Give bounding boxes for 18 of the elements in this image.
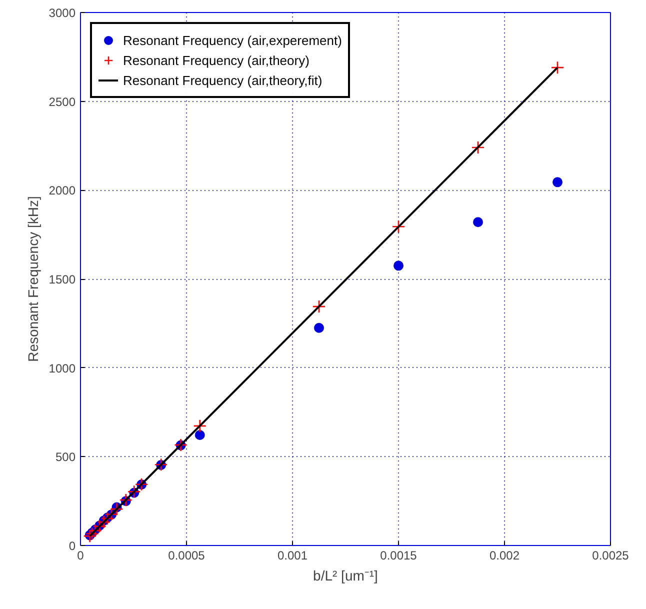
x-tick-label: 0.001 [277, 548, 308, 562]
x-tick-label: 0.002 [489, 548, 520, 562]
legend-label: Resonant Frequency (air,theory,fit) [123, 72, 322, 88]
legend-label: Resonant Frequency (air,experement) [123, 32, 342, 48]
x-axis-title: b/L² [um⁻¹] [313, 568, 378, 584]
x-tick-label: 0.0005 [168, 548, 206, 562]
y-tick-label: 500 [55, 450, 76, 464]
y-axis-title: Resonant Frequency [kHz] [24, 196, 41, 362]
x-tick-label: 0.0015 [380, 548, 418, 562]
x-tick-label: 0.0025 [592, 548, 630, 562]
y-tick-label: 3000 [48, 6, 76, 20]
y-tick-label: 0 [68, 539, 76, 553]
y-tick-label: 2000 [48, 184, 76, 198]
y-tick-label: 1500 [48, 272, 76, 286]
legend-label: Resonant Frequency (air,theory) [123, 52, 310, 68]
x-tick-label: 0 [77, 548, 84, 562]
y-tick-label: 2500 [48, 94, 76, 109]
y-tick-label: 1000 [48, 361, 76, 376]
